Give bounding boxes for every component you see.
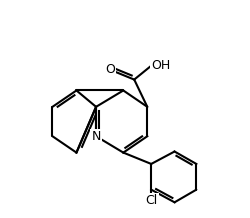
- Text: O: O: [105, 63, 115, 76]
- Text: OH: OH: [151, 59, 170, 72]
- Text: Cl: Cl: [144, 194, 157, 207]
- Text: N: N: [91, 130, 100, 143]
